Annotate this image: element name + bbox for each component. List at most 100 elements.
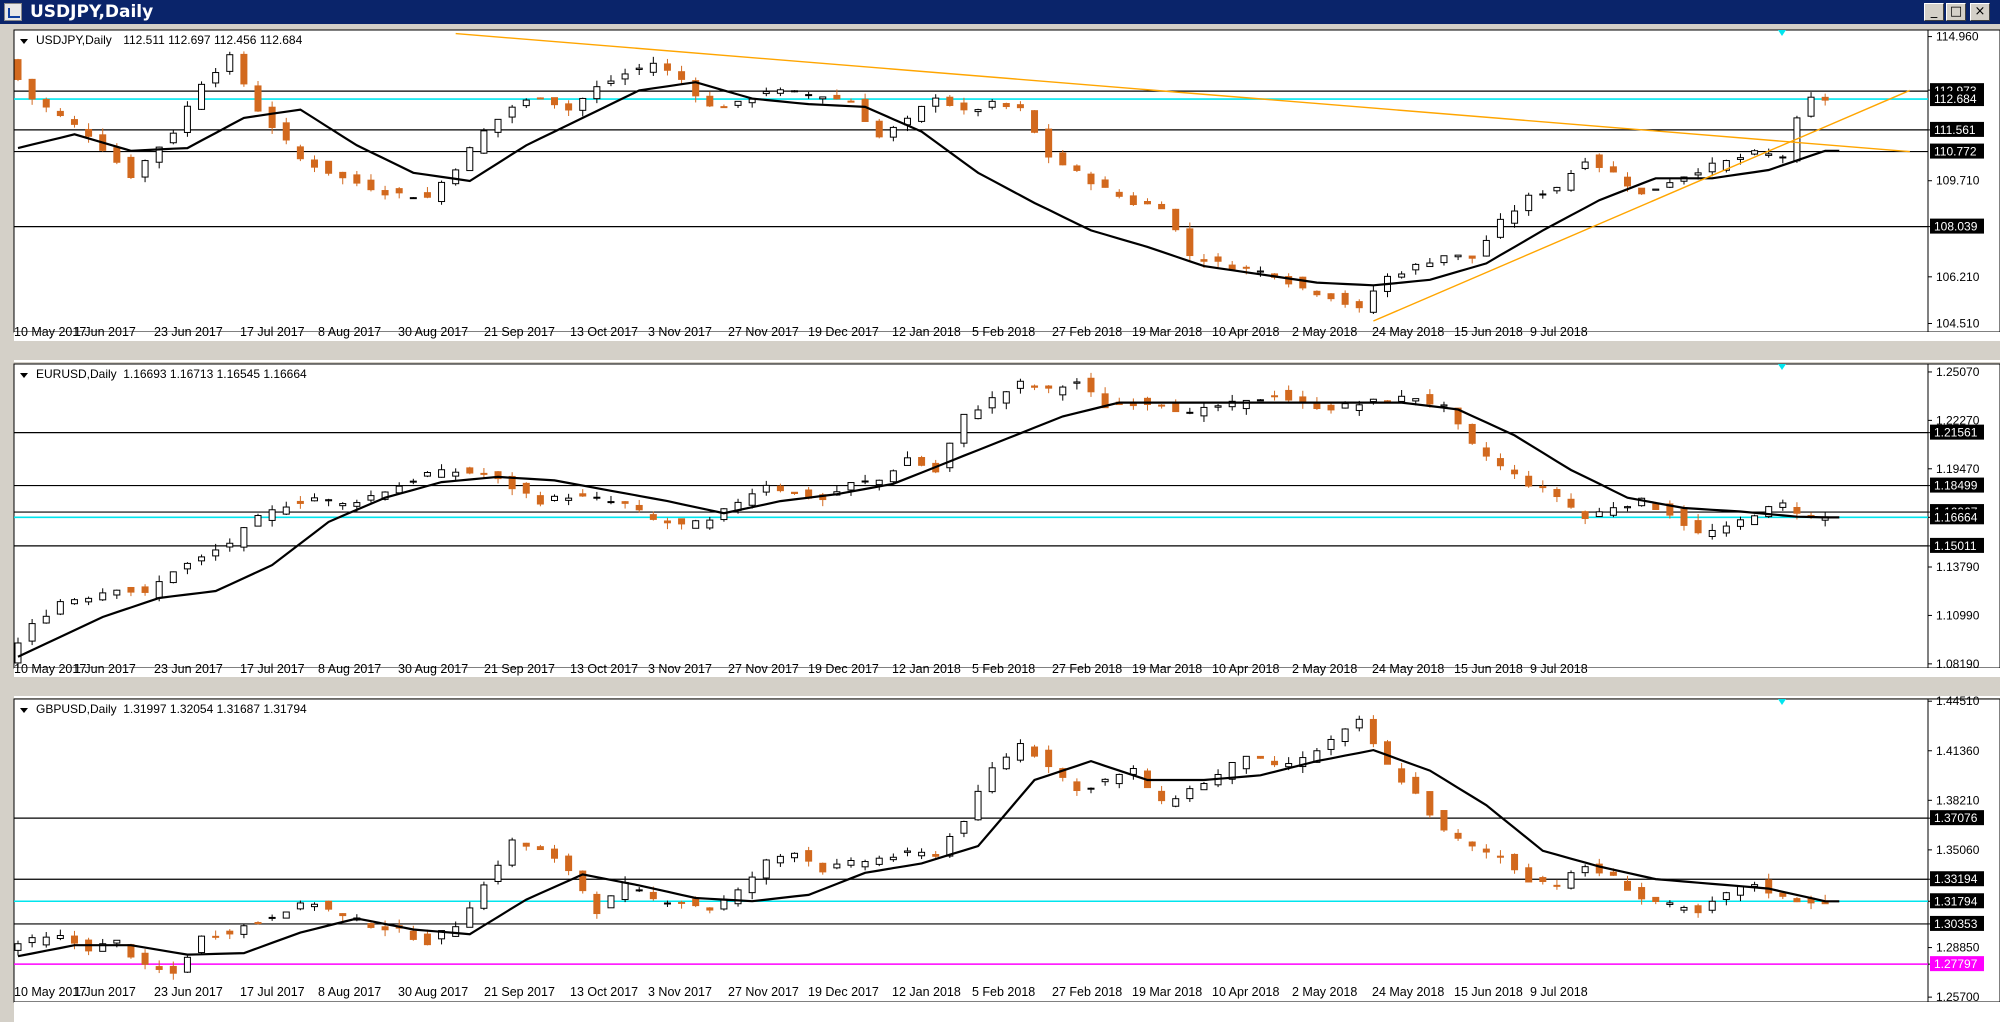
- candle-body: [508, 839, 516, 866]
- candle-body: [1511, 853, 1519, 871]
- x-tick-label: 13 Oct 2017: [570, 662, 638, 676]
- x-tick-label: 10 May 2017: [14, 662, 86, 676]
- candle-body: [833, 94, 841, 100]
- price-tag: [1930, 537, 1984, 553]
- price-tag-label: 1.37076: [1934, 811, 1978, 825]
- candle-body: [1751, 515, 1759, 526]
- candle-body: [1355, 301, 1363, 309]
- maximize-icon[interactable]: □: [1946, 3, 1966, 21]
- candle-body: [1793, 898, 1801, 903]
- candle-body: [1101, 393, 1109, 409]
- candle-body: [1271, 395, 1279, 398]
- candle-body: [452, 926, 460, 937]
- candle-body: [141, 586, 149, 593]
- candle-body: [155, 966, 163, 970]
- x-tick-label: 17 Jul 2017: [240, 662, 305, 676]
- minimize-icon[interactable]: _: [1924, 3, 1944, 21]
- candle-body: [1045, 385, 1053, 389]
- x-tick-label: 5 Feb 2018: [972, 662, 1035, 676]
- x-tick-label: 13 Oct 2017: [570, 985, 638, 999]
- chart-shift-marker-icon: [1778, 30, 1786, 36]
- candle-body: [14, 642, 22, 664]
- candle-body: [1398, 768, 1406, 783]
- candle-body: [183, 562, 191, 570]
- candle-body: [1468, 841, 1476, 847]
- candle-body: [1158, 790, 1166, 802]
- candle-body: [960, 413, 968, 444]
- candle-body: [212, 935, 220, 938]
- candle-body: [551, 97, 559, 106]
- candle-body: [649, 514, 657, 520]
- x-tick-label: 24 May 2018: [1372, 325, 1444, 339]
- price-tag-label: 1.21561: [1934, 426, 1978, 440]
- x-tick-label: 23 Jun 2017: [154, 662, 223, 676]
- x-tick-label: 8 Aug 2017: [318, 985, 381, 999]
- y-tick-label: 1.38210: [1936, 793, 1980, 807]
- candle-body: [1087, 787, 1095, 790]
- candle-body: [988, 397, 996, 409]
- candle-body: [1511, 469, 1519, 475]
- candle-body: [776, 485, 784, 492]
- candle-body: [1327, 293, 1335, 300]
- candle-body: [14, 59, 22, 80]
- close-icon[interactable]: ×: [1970, 3, 1990, 21]
- candle-body: [339, 913, 347, 917]
- candle-body: [1482, 848, 1490, 853]
- candle-body: [494, 864, 502, 882]
- x-tick-label: 19 Dec 2017: [808, 985, 879, 999]
- candle-body: [141, 952, 149, 965]
- candle-body: [536, 495, 544, 505]
- candle-body: [1073, 165, 1081, 171]
- candle-body: [1369, 290, 1377, 313]
- panel-ohlc-header: 112.511 112.697 112.456 112.684: [123, 33, 302, 47]
- candle-body: [310, 159, 318, 168]
- candle-body: [974, 409, 982, 420]
- candle-body: [113, 147, 121, 163]
- candle-body: [1553, 186, 1561, 192]
- y-tick-label: 106.210: [1936, 270, 1980, 284]
- candle-body: [579, 97, 587, 111]
- chart-canvas: 114.960113.010111.561109.710108.039106.2…: [0, 29, 2000, 1022]
- panel-menu-arrow-icon: [20, 708, 28, 713]
- candle-body: [56, 110, 64, 117]
- candle-body: [1369, 398, 1377, 403]
- candle-body: [452, 169, 460, 185]
- candle-body: [268, 106, 276, 128]
- window-title-bar[interactable]: USDJPY,Daily _ □ ×: [0, 0, 2000, 24]
- candle-body: [663, 63, 671, 71]
- candle-body: [85, 128, 93, 137]
- candle-body: [1059, 152, 1067, 166]
- candle-body: [1412, 776, 1420, 794]
- candle-body: [1143, 201, 1151, 205]
- price-tag-label: 1.27797: [1934, 957, 1978, 971]
- x-tick-label: 3 Nov 2017: [648, 662, 712, 676]
- candle-body: [127, 156, 135, 178]
- candle-body: [381, 190, 389, 196]
- candle-body: [1652, 503, 1660, 510]
- x-tick-label: 19 Dec 2017: [808, 325, 879, 339]
- candle-body: [1624, 176, 1632, 187]
- candle-body: [1539, 486, 1547, 489]
- candle-body: [1779, 156, 1787, 159]
- candle-body: [1440, 810, 1448, 831]
- candle-body: [946, 442, 954, 469]
- chart-shift-marker-icon: [1778, 699, 1786, 705]
- candle-body: [1609, 507, 1617, 516]
- y-tick-label: 1.08190: [1936, 657, 1980, 671]
- x-tick-label: 2 May 2018: [1292, 985, 1357, 999]
- x-tick-label: 24 May 2018: [1372, 662, 1444, 676]
- candle-body: [268, 916, 276, 919]
- candle-body: [1059, 768, 1067, 778]
- price-axis: [1927, 698, 2000, 1003]
- candle-body: [85, 597, 93, 603]
- y-tick-label: 1.35060: [1936, 843, 1980, 857]
- candle-body: [1652, 188, 1660, 191]
- candle-body: [1765, 153, 1773, 156]
- price-tag-label: 1.33194: [1934, 872, 1978, 886]
- candle-body: [565, 855, 573, 872]
- candle-body: [1736, 157, 1744, 160]
- panel-menu-arrow-icon: [20, 373, 28, 378]
- candle-body: [988, 100, 996, 108]
- candle-body: [861, 98, 869, 122]
- x-tick-label: 19 Mar 2018: [1132, 985, 1202, 999]
